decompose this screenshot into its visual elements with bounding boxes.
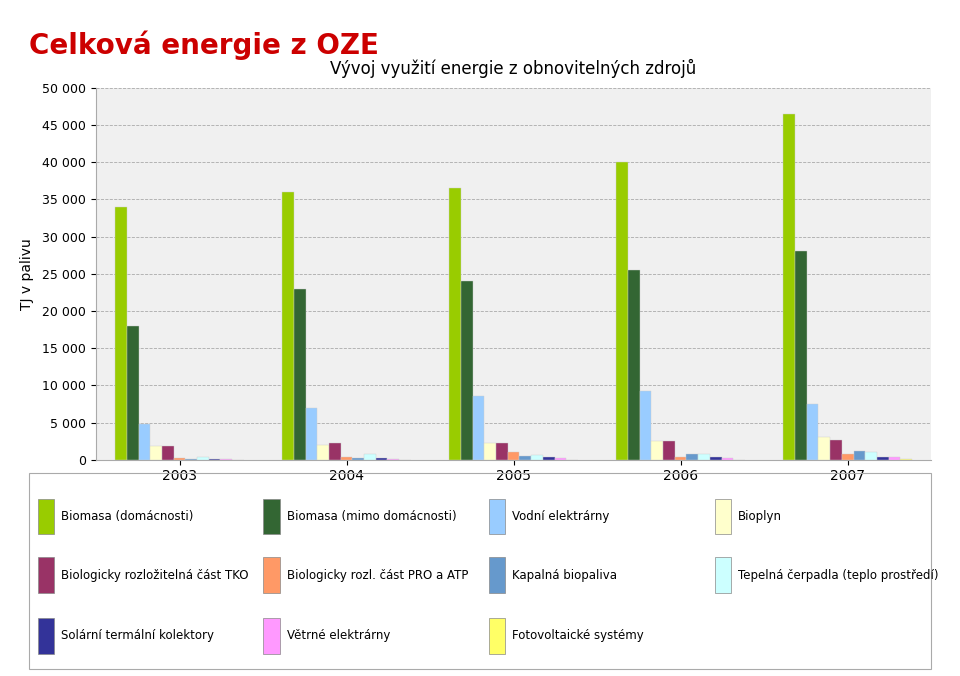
Bar	[806, 404, 819, 460]
Bar	[221, 459, 232, 460]
Bar	[341, 458, 352, 460]
Bar	[714, 499, 731, 534]
Bar	[489, 619, 505, 654]
Bar	[37, 558, 54, 593]
Bar	[294, 289, 305, 460]
Bar	[795, 251, 806, 460]
Text: Biologicky rozložitelná část TKO: Biologicky rozložitelná část TKO	[61, 569, 249, 581]
Bar	[542, 458, 555, 460]
Bar	[714, 558, 731, 593]
Bar	[698, 454, 709, 460]
Bar	[489, 499, 505, 534]
Bar	[174, 458, 185, 460]
Bar	[263, 619, 279, 654]
Bar	[639, 391, 652, 460]
Bar	[628, 270, 639, 460]
Bar	[282, 192, 294, 460]
Text: Bioplyn: Bioplyn	[738, 510, 782, 523]
Bar	[485, 443, 496, 460]
Bar	[329, 443, 341, 460]
Bar	[830, 440, 842, 460]
Bar	[675, 458, 686, 460]
Bar	[127, 326, 138, 460]
Text: Solární termální kolektory: Solární termální kolektory	[61, 629, 214, 642]
Bar	[138, 424, 151, 460]
Bar	[663, 441, 675, 460]
Bar	[151, 446, 162, 460]
Text: Celková energie z OZE: Celková energie z OZE	[29, 30, 378, 60]
Bar	[783, 114, 795, 460]
Bar	[37, 499, 54, 534]
Bar	[519, 456, 531, 460]
Bar	[652, 441, 663, 460]
Bar	[709, 458, 722, 460]
Bar	[472, 396, 485, 460]
Bar	[352, 458, 364, 460]
Title: Vývoj využití energie z obnovitelných zdrojů: Vývoj využití energie z obnovitelných zd…	[330, 59, 697, 78]
Bar	[263, 499, 279, 534]
Bar	[162, 445, 174, 460]
Bar	[842, 454, 853, 460]
Text: Fotovoltaické systémy: Fotovoltaické systémy	[513, 629, 644, 642]
Bar	[531, 455, 542, 460]
Bar	[305, 408, 318, 460]
Bar	[185, 459, 197, 460]
Text: Biologicky rozl. část PRO a ATP: Biologicky rozl. část PRO a ATP	[287, 569, 468, 581]
Bar	[115, 207, 127, 460]
Bar	[388, 459, 399, 460]
Bar	[449, 188, 461, 460]
Bar	[853, 451, 865, 460]
Bar	[865, 452, 876, 460]
Bar	[489, 558, 505, 593]
Bar	[686, 454, 698, 460]
Bar	[318, 445, 329, 460]
Text: Tepelná čerpadla (teplo prostředí): Tepelná čerpadla (teplo prostředí)	[738, 569, 939, 581]
Text: Kapalná biopaliva: Kapalná biopaliva	[513, 569, 617, 581]
Bar	[508, 452, 519, 460]
Bar	[364, 454, 375, 460]
Bar	[197, 458, 208, 460]
Bar	[496, 443, 508, 460]
Text: Vodní elektrárny: Vodní elektrárny	[513, 510, 610, 523]
Text: Biomasa (domácnosti): Biomasa (domácnosti)	[61, 510, 194, 523]
Bar	[375, 458, 388, 460]
Bar	[616, 162, 628, 460]
Bar	[876, 457, 889, 460]
Y-axis label: TJ v palivu: TJ v palivu	[20, 238, 34, 310]
Text: Větrné elektrárny: Větrné elektrárny	[287, 629, 391, 642]
Bar	[555, 458, 566, 460]
Bar	[819, 437, 830, 460]
Bar	[722, 458, 733, 460]
Bar	[208, 459, 221, 460]
Bar	[263, 558, 279, 593]
Bar	[461, 281, 472, 460]
Text: Biomasa (mimo domácnosti): Biomasa (mimo domácnosti)	[287, 510, 457, 523]
Bar	[37, 619, 54, 654]
Bar	[889, 457, 900, 460]
